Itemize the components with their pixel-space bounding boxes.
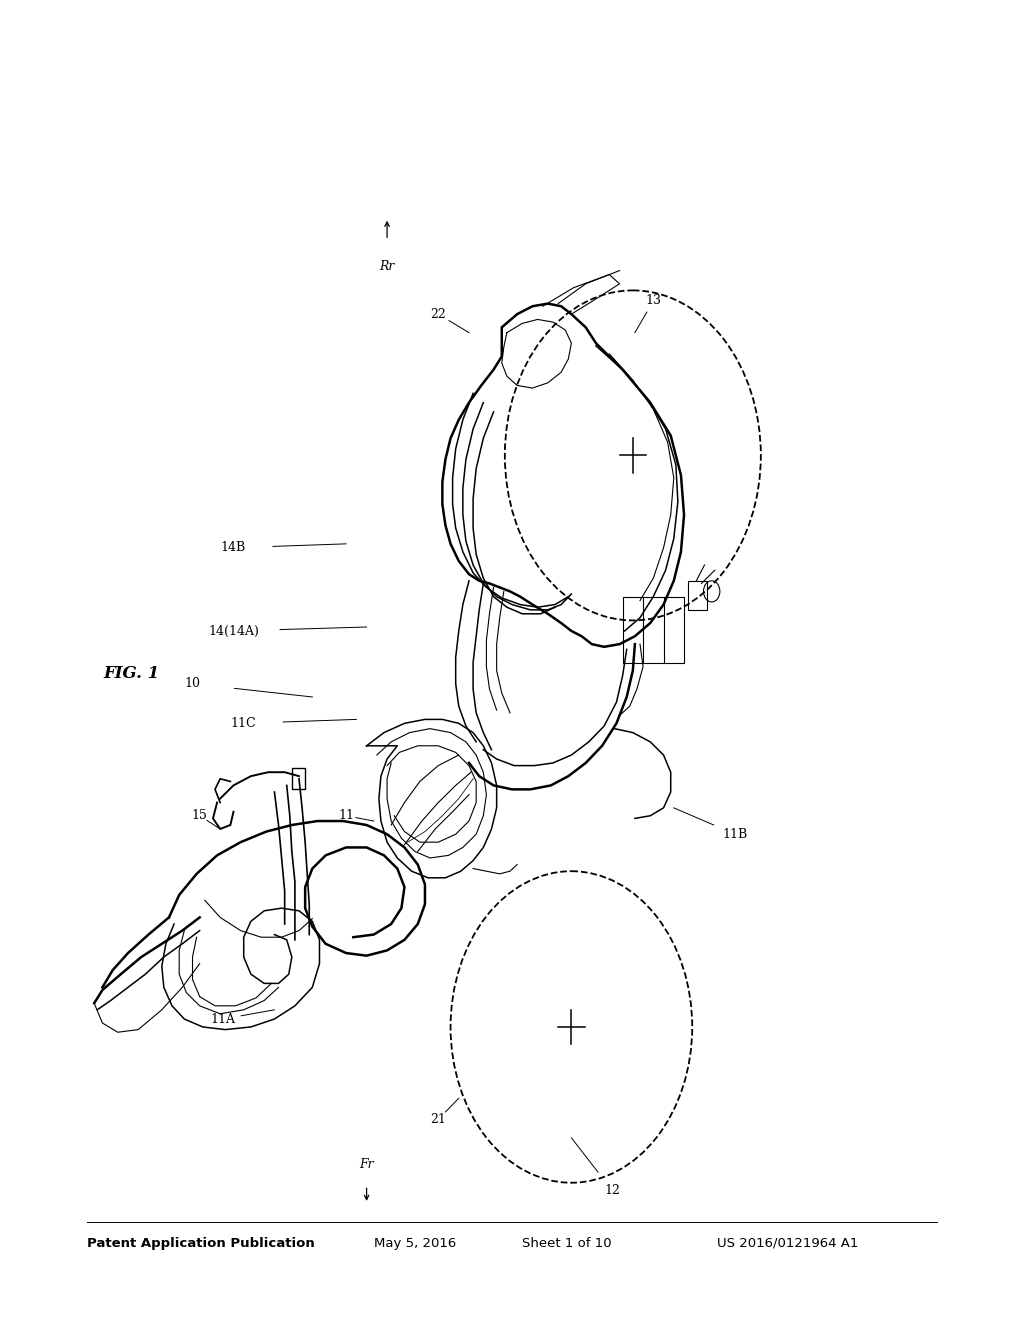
Text: 11C: 11C [230,717,257,730]
Text: 13: 13 [645,294,662,308]
Text: 11B: 11B [723,828,748,841]
Text: May 5, 2016: May 5, 2016 [374,1237,456,1250]
Text: 11: 11 [338,809,354,822]
Text: Patent Application Publication: Patent Application Publication [87,1237,314,1250]
Text: 14(14A): 14(14A) [208,624,259,638]
Text: 14B: 14B [221,541,246,554]
Text: Sheet 1 of 10: Sheet 1 of 10 [522,1237,612,1250]
Text: 10: 10 [184,677,201,690]
Text: 11A: 11A [211,1012,236,1026]
Text: 21: 21 [430,1113,446,1126]
Text: US 2016/0121964 A1: US 2016/0121964 A1 [717,1237,858,1250]
Text: Rr: Rr [379,260,395,273]
Text: 12: 12 [604,1184,621,1197]
Text: 22: 22 [430,308,446,321]
Text: FIG. 1: FIG. 1 [103,665,159,681]
Text: Fr: Fr [359,1158,374,1171]
Text: 15: 15 [191,809,208,822]
